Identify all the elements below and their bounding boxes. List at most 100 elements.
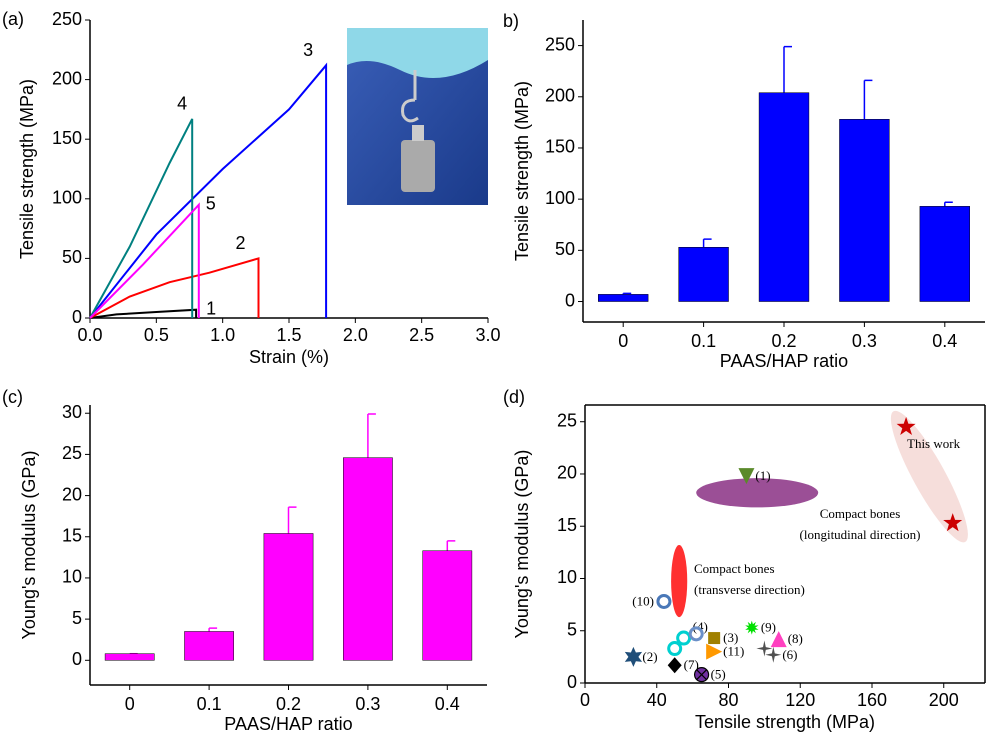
y-tick-label: 25	[62, 443, 82, 463]
series-label: 5	[206, 194, 216, 214]
x-axis-title: PAAS/HAP ratio	[720, 351, 848, 371]
point-label: (6)	[782, 647, 797, 662]
y-tick-label: 10	[62, 567, 82, 587]
x-tick-label: 40	[647, 690, 667, 710]
y-tick-label: 15	[62, 526, 82, 546]
point	[667, 641, 683, 656]
x-tick-label: 200	[929, 690, 959, 710]
point	[693, 667, 710, 683]
y-tick-label: 100	[52, 188, 82, 208]
x-tick-label: 0	[580, 690, 590, 710]
bar	[343, 457, 393, 661]
point-label: (1)	[755, 468, 770, 483]
point	[745, 620, 759, 635]
hook	[401, 70, 419, 123]
x-tick-label: 0	[125, 694, 135, 714]
bar	[678, 247, 729, 302]
point-label: (4)	[693, 619, 708, 634]
y-axis-title: Tensile strength (MPa)	[512, 81, 532, 261]
point-label: (8)	[788, 631, 803, 646]
point	[765, 646, 782, 663]
y-tick-label: 0	[72, 307, 82, 327]
point	[624, 646, 643, 667]
x-axis-title: PAAS/HAP ratio	[224, 714, 352, 734]
region-label: Compact bones	[820, 506, 901, 521]
region-label: (longitudinal direction)	[800, 527, 921, 542]
x-tick-label: 0.1	[197, 694, 222, 714]
error-bar	[367, 413, 376, 458]
y-tick-label: 150	[545, 137, 575, 157]
point	[706, 643, 723, 660]
error-bar	[702, 238, 712, 248]
x-tick-label: 120	[785, 690, 815, 710]
region-label: (transverse direction)	[694, 582, 805, 597]
x-tick-label: 0.2	[771, 331, 796, 351]
error-bar	[287, 506, 297, 534]
point-label: (11)	[723, 644, 744, 659]
point	[667, 657, 682, 674]
x-tick-label: 0.1	[691, 331, 716, 351]
x-tick-label: 2.0	[343, 325, 368, 345]
region-label: Compact bones	[694, 561, 775, 576]
y-tick-label: 250	[52, 9, 82, 29]
y-tick-label: 25	[557, 410, 577, 430]
point-label: (5)	[711, 667, 726, 682]
line	[89, 257, 260, 319]
x-tick-label: 0	[618, 331, 628, 351]
y-axis-title: Young's modulus (GPa)	[19, 451, 39, 640]
bar	[919, 206, 970, 302]
bar	[758, 92, 810, 302]
point	[756, 640, 773, 657]
region	[890, 410, 968, 543]
x-tick-label: 0.4	[932, 331, 957, 351]
y-tick-label: 150	[52, 128, 82, 148]
point	[656, 593, 672, 609]
region-label: This work	[907, 436, 961, 451]
bar	[184, 631, 234, 661]
line	[89, 308, 198, 319]
x-tick-label: 80	[718, 690, 738, 710]
x-tick-label: 2.5	[409, 325, 434, 345]
panel-label: b)	[503, 11, 519, 31]
y-tick-label: 0	[565, 290, 575, 310]
point	[688, 626, 704, 642]
y-tick-label: 200	[52, 68, 82, 88]
line	[89, 202, 200, 319]
error-bar	[208, 627, 218, 632]
point	[676, 630, 692, 646]
line	[89, 118, 194, 319]
error-bar	[944, 201, 953, 207]
y-tick-label: 250	[545, 34, 575, 54]
point-label: (3)	[723, 630, 738, 645]
point	[708, 632, 721, 645]
point-label: (10)	[632, 593, 654, 608]
x-tick-label: 0.2	[276, 694, 301, 714]
x-tick-label: 1.5	[276, 325, 301, 345]
region	[696, 478, 819, 508]
glove	[347, 28, 488, 78]
y-tick-label: 5	[567, 619, 577, 639]
x-tick-label: 0.3	[852, 331, 877, 351]
point	[770, 631, 787, 648]
error-bar	[863, 79, 873, 120]
bar	[104, 653, 155, 661]
y-tick-label: 200	[545, 86, 575, 106]
y-axis-title: Young's modulus (GPa)	[512, 450, 532, 639]
error-bar	[446, 540, 456, 551]
point	[896, 416, 916, 435]
y-tick-label: 100	[545, 188, 575, 208]
panel-label: (d)	[503, 387, 525, 407]
x-axis-title: Tensile strength (MPa)	[695, 712, 875, 732]
y-tick-label: 30	[62, 402, 82, 422]
line	[89, 62, 328, 319]
x-tick-label: 1.0	[210, 325, 235, 345]
weight-top	[412, 125, 424, 141]
x-tick-label: 3.0	[475, 325, 500, 345]
y-tick-label: 10	[557, 567, 577, 587]
x-tick-label: 0.0	[77, 325, 102, 345]
inset-photo	[347, 28, 488, 205]
weight	[401, 140, 435, 192]
region	[671, 545, 688, 618]
series-label: 3	[303, 40, 313, 60]
y-tick-label: 15	[557, 515, 577, 535]
